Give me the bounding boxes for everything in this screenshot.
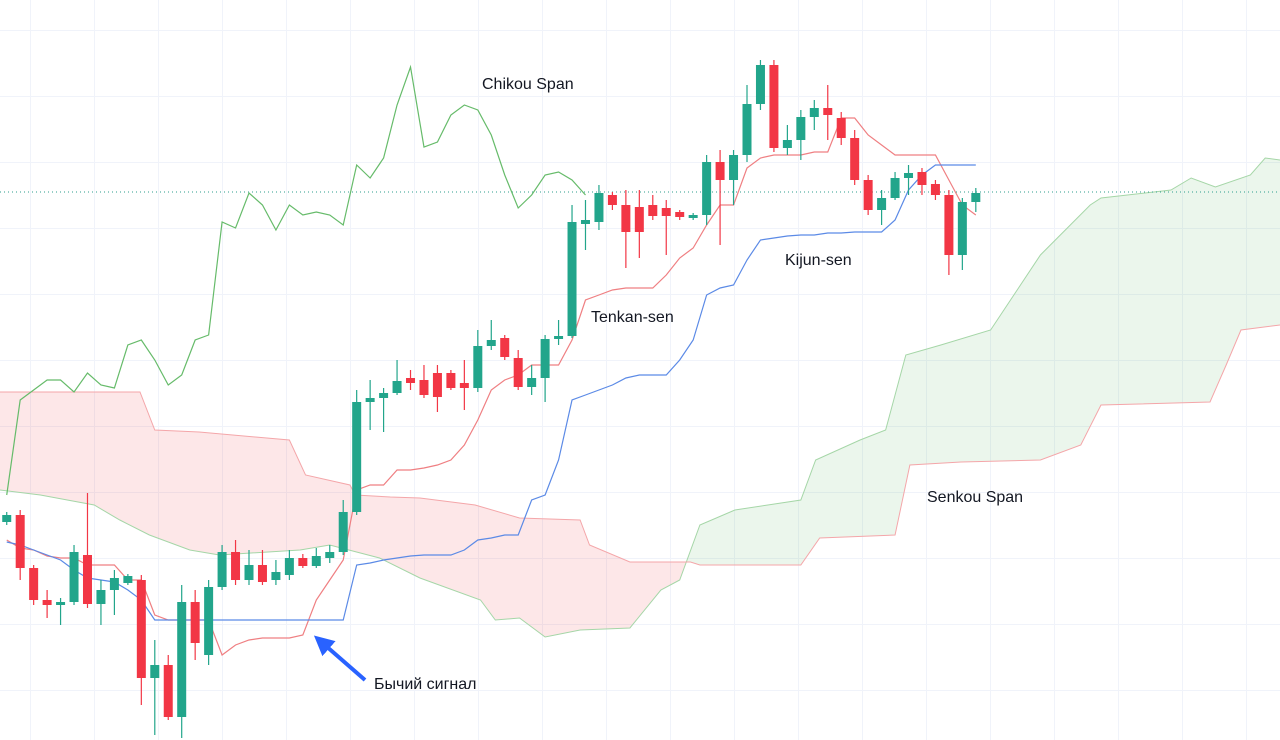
candle-body (204, 587, 214, 655)
candle-body (284, 558, 294, 575)
candle-body (56, 602, 66, 605)
candle-body (527, 378, 537, 387)
candle-body (742, 104, 752, 155)
candle-body (365, 398, 375, 402)
candle-body (594, 193, 604, 222)
candle-body (809, 108, 819, 117)
candle-body (163, 665, 173, 717)
candle-body (554, 336, 564, 339)
candle-body (311, 556, 321, 566)
candle-body (917, 172, 927, 185)
candle-body (702, 162, 712, 215)
candle-body (957, 202, 967, 255)
candle-body (257, 565, 267, 582)
candle-body (217, 552, 227, 587)
candle-body (446, 373, 456, 388)
candle-body (392, 381, 402, 393)
candle-body (513, 358, 523, 387)
candle-body (109, 578, 119, 590)
candle-body (904, 173, 914, 178)
candle-body (432, 373, 442, 397)
candle-body (190, 602, 200, 643)
tenkan-label: Tenkan-sen (591, 309, 674, 326)
candle-body (634, 207, 644, 232)
candle-body (675, 212, 685, 217)
chikou-span (6, 64, 586, 496)
cloud-bear (0, 158, 1280, 637)
senkou-label: Senkou Span (927, 489, 1023, 506)
candle-body (150, 665, 160, 678)
candle-body (352, 402, 362, 512)
candle-body (29, 568, 39, 600)
candle-body (123, 576, 133, 583)
candle-body (971, 193, 981, 202)
candle-body (42, 600, 52, 605)
candle-body (850, 138, 860, 180)
signal-arrow (313, 635, 367, 682)
candle-body (500, 338, 510, 357)
kijun-sen (6, 164, 976, 621)
candle-body (782, 140, 792, 148)
candle-body (715, 162, 725, 180)
candle-body (96, 590, 106, 604)
candle-body (379, 393, 389, 398)
candle-body (406, 378, 416, 383)
candle-body (540, 339, 550, 378)
senkou-span-b (0, 324, 1280, 566)
candle-body (136, 580, 146, 678)
candle-body (325, 552, 335, 558)
candle-body (231, 552, 241, 580)
candle-body (82, 555, 92, 604)
candle-body (729, 155, 739, 180)
candle-body (69, 552, 79, 602)
candle-body (755, 65, 765, 104)
candle-body (271, 572, 281, 580)
candle-body (769, 65, 779, 148)
signal-label: Бычий сигнал (374, 676, 477, 693)
cloud-bull (0, 158, 1280, 565)
candle-body (177, 602, 187, 717)
candle-body (298, 558, 308, 566)
candle-body (863, 180, 873, 210)
candle-body (877, 198, 887, 210)
candle-body (473, 346, 483, 388)
candle-body (890, 178, 900, 198)
kijun-label: Kijun-sen (785, 252, 852, 269)
candle-body (244, 565, 254, 580)
candle-body (930, 184, 940, 195)
candle-body (459, 383, 469, 388)
candle-body (688, 215, 698, 218)
candle-body (836, 118, 846, 138)
candle-body (580, 220, 590, 224)
candle-body (338, 512, 348, 552)
candle-body (2, 515, 12, 522)
candle-body (486, 340, 496, 346)
candle-body (661, 208, 671, 216)
chikou-label: Chikou Span (482, 76, 574, 93)
candle-body (567, 222, 577, 336)
candle-body (944, 195, 954, 255)
candle-body (607, 195, 617, 205)
candle-body (648, 205, 658, 216)
candle-body (796, 117, 806, 140)
candle-body (15, 515, 25, 568)
candle-body (621, 205, 631, 232)
candle-body (419, 380, 429, 395)
candle-body (823, 108, 833, 115)
